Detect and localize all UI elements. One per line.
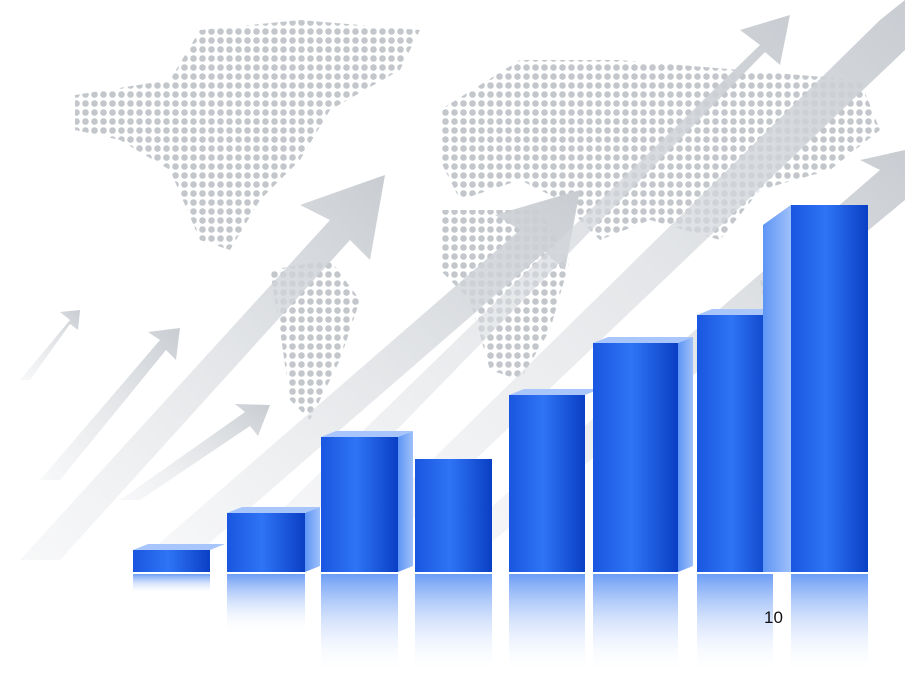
page-number: 10 (764, 608, 783, 627)
bar-chart-graphic (133, 205, 868, 674)
bar-reflections (133, 574, 868, 674)
bars (133, 205, 868, 572)
